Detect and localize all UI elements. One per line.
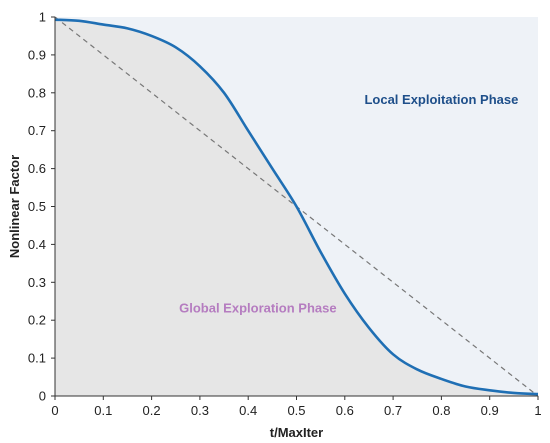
x-tick-label: 0.9 bbox=[481, 403, 499, 418]
y-tick-label: 0.4 bbox=[28, 237, 46, 252]
y-tick-label: 0.5 bbox=[28, 199, 46, 214]
x-axis-title: t/MaxIter bbox=[270, 425, 323, 440]
y-tick-label: 0.7 bbox=[28, 123, 46, 138]
y-axis-ticks: 0 0.1 0.2 0.3 0.4 0.5 0.6 0.7 0.8 0.9 1 bbox=[28, 10, 55, 404]
x-tick-label: 0 bbox=[51, 403, 58, 418]
x-tick-label: 0.5 bbox=[287, 403, 305, 418]
x-tick-label: 0.7 bbox=[384, 403, 402, 418]
y-axis-title: Nonlinear Factor bbox=[7, 155, 22, 258]
y-tick-label: 0 bbox=[39, 389, 46, 404]
y-tick-label: 0.9 bbox=[28, 47, 46, 62]
nonlinear-factor-curve bbox=[54, 18, 539, 396]
x-tick-label: 0.4 bbox=[239, 403, 257, 418]
y-tick-label: 0.2 bbox=[28, 313, 46, 328]
y-tick-label: 0.1 bbox=[28, 351, 46, 366]
x-tick-label: 0.6 bbox=[336, 403, 354, 418]
x-tick-label: 0.8 bbox=[432, 403, 450, 418]
y-tick-label: 0.6 bbox=[28, 161, 46, 176]
global-exploration-label: Global Exploration Phase bbox=[179, 301, 336, 316]
x-tick-label: 1 bbox=[534, 403, 541, 418]
y-tick-label: 1 bbox=[39, 10, 46, 25]
local-exploitation-label: Local Exploitation Phase bbox=[364, 92, 518, 107]
y-tick-label: 0.3 bbox=[28, 275, 46, 290]
x-tick-label: 0.1 bbox=[94, 403, 112, 418]
y-tick-label: 0.8 bbox=[28, 85, 46, 100]
x-tick-label: 0.2 bbox=[143, 403, 161, 418]
x-axis-ticks: 0 0.1 0.2 0.3 0.4 0.5 0.6 0.7 0.8 0.9 1 bbox=[51, 396, 542, 418]
x-tick-label: 0.3 bbox=[191, 403, 209, 418]
